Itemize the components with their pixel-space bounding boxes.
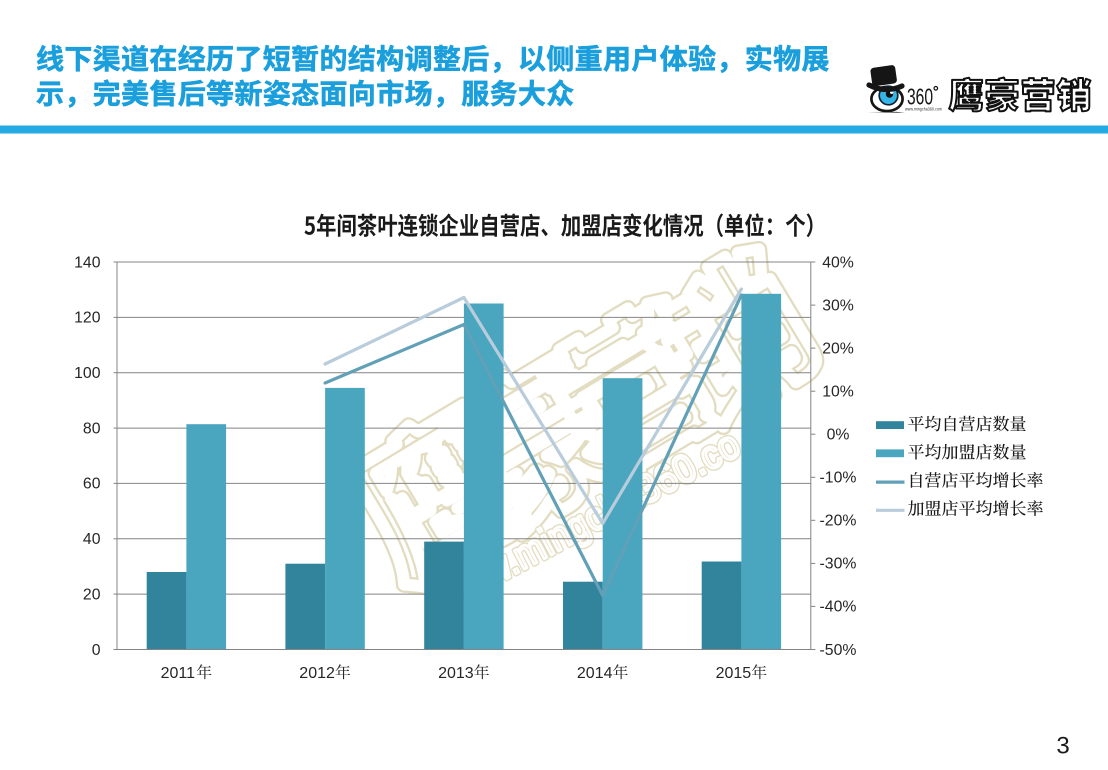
svg-text:140: 140 [74, 254, 101, 271]
svg-text:2015: 2015 [716, 665, 752, 682]
svg-text:20: 20 [83, 586, 101, 603]
svg-text:100: 100 [74, 365, 101, 382]
svg-text:40: 40 [83, 531, 101, 548]
svg-text:2011: 2011 [161, 665, 196, 682]
svg-text:2012: 2012 [299, 665, 335, 682]
svg-text:2013: 2013 [438, 665, 474, 682]
svg-text:0: 0 [92, 642, 101, 659]
svg-text:60: 60 [83, 476, 101, 493]
svg-text:30%: 30% [822, 297, 854, 314]
svg-text:-30%: -30% [820, 556, 857, 573]
svg-text:10%: 10% [822, 384, 854, 401]
svg-text:20%: 20% [822, 340, 854, 357]
svg-text:0%: 0% [827, 427, 850, 444]
svg-text:-40%: -40% [820, 599, 857, 616]
svg-text:3: 3 [1056, 733, 1069, 760]
svg-text:www.mingcha360.com: www.mingcha360.com [905, 107, 942, 112]
svg-text:40%: 40% [822, 254, 854, 271]
svg-text:-10%: -10% [820, 470, 857, 487]
svg-text:360: 360 [907, 84, 933, 110]
svg-text:-50%: -50% [820, 642, 857, 659]
svg-text:-20%: -20% [820, 513, 857, 530]
svg-text:120: 120 [74, 310, 101, 327]
svg-text:80: 80 [83, 420, 101, 437]
svg-text:2014: 2014 [577, 665, 613, 682]
